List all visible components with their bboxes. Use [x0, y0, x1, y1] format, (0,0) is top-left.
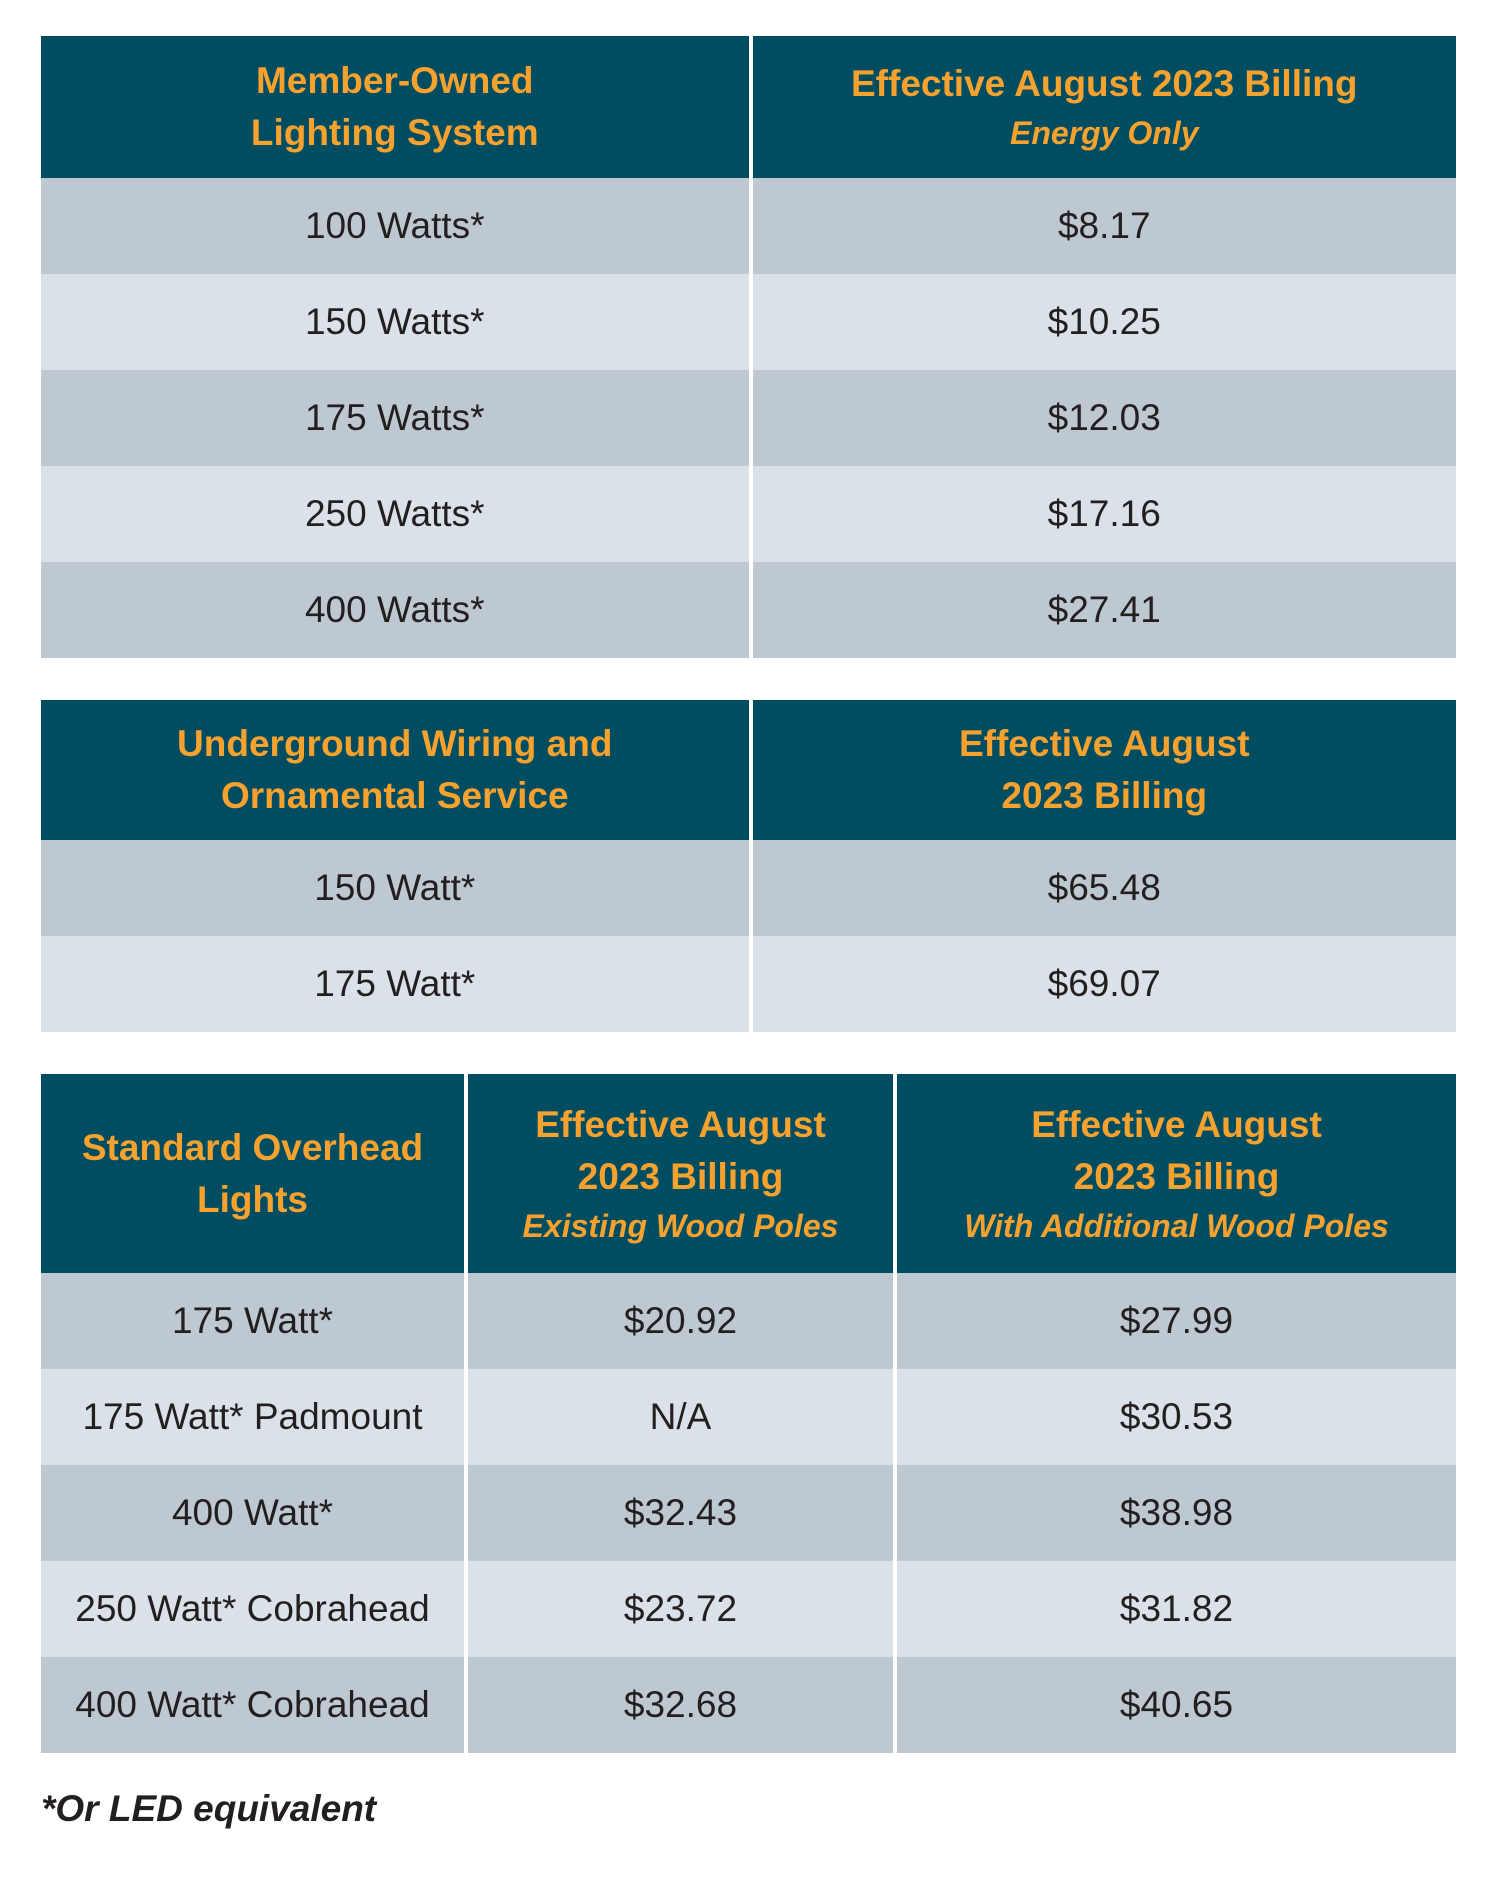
table-row: 175 Watt* $69.07: [41, 936, 1456, 1032]
cell: 150 Watts*: [41, 274, 749, 370]
cell: $27.41: [748, 562, 1456, 658]
table-row: 400 Watt* Cobrahead $32.68 $40.65: [41, 1657, 1456, 1753]
cell: 400 Watt*: [41, 1465, 464, 1561]
cell: $69.07: [748, 936, 1456, 1032]
header-line: Effective August: [1031, 1103, 1322, 1145]
cell: $30.53: [893, 1369, 1456, 1465]
table-row: 100 Watts* $8.17: [41, 178, 1456, 274]
header-subtitle: Existing Wood Poles: [522, 1207, 839, 1244]
header-line: 2023 Billing: [1001, 775, 1208, 816]
cell: $31.82: [893, 1561, 1456, 1657]
header-billing: Effective August 2023 Billing: [748, 700, 1456, 840]
cell: $40.65: [893, 1657, 1456, 1753]
cell: N/A: [464, 1369, 893, 1465]
cell: $38.98: [893, 1465, 1456, 1561]
cell: 175 Watt* Padmount: [41, 1369, 464, 1465]
footnote: *Or LED equivalent: [41, 1788, 377, 1829]
cell: $65.48: [748, 840, 1456, 936]
cell: 100 Watts*: [41, 178, 749, 274]
header-line: Underground Wiring and: [177, 723, 613, 764]
table-row: 250 Watts* $17.16: [41, 466, 1456, 562]
table-row: 175 Watts* $12.03: [41, 370, 1456, 466]
cell: $23.72: [464, 1561, 893, 1657]
header-line: Ornamental Service: [220, 775, 569, 816]
underground-wiring-table: Underground Wiring and Ornamental Service…: [41, 700, 1456, 1032]
header-overhead-lights: Standard Overhead Lights: [41, 1074, 464, 1273]
header-line: Lights: [197, 1178, 308, 1220]
cell: $32.43: [464, 1465, 893, 1561]
header-line: 2023 Billing: [577, 1155, 784, 1197]
standard-overhead-table: Standard Overhead Lights Effective August…: [41, 1074, 1456, 1753]
cell: $12.03: [748, 370, 1456, 466]
header-line: 2023 Billing: [1073, 1155, 1280, 1197]
header-line: Lighting System: [250, 112, 539, 153]
cell: 250 Watts*: [41, 466, 749, 562]
header-existing-poles: Effective August 2023 Billing Existing Woo…: [464, 1074, 893, 1273]
cell: 175 Watts*: [41, 370, 749, 466]
table-row: 250 Watt* Cobrahead $23.72 $31.82: [41, 1561, 1456, 1657]
header-additional-poles: Effective August 2023 Billing With Additio…: [893, 1074, 1456, 1273]
header-lighting-system: Member-Owned Lighting System: [41, 36, 749, 178]
table-row: 150 Watt* $65.48: [41, 840, 1456, 936]
cell: 250 Watt* Cobrahead: [41, 1561, 464, 1657]
header-line: Effective August: [958, 723, 1250, 764]
cell: 175 Watt*: [41, 936, 749, 1032]
header-subtitle: With Additional Wood Poles: [964, 1207, 1389, 1244]
header-line: Standard Overhead: [81, 1126, 424, 1168]
cell: $17.16: [748, 466, 1456, 562]
cell: 175 Watt*: [41, 1273, 464, 1369]
cell: 150 Watt*: [41, 840, 749, 936]
table-row: 400 Watts* $27.41: [41, 562, 1456, 658]
header-line: Effective August 2023 Billing: [851, 63, 1358, 104]
cell: $8.17: [748, 178, 1456, 274]
header-billing: Effective August 2023 Billing Energy Only: [748, 36, 1456, 178]
header-subtitle: Energy Only: [1010, 115, 1199, 151]
table-row: 150 Watts* $10.25: [41, 274, 1456, 370]
header-line: Effective August: [535, 1103, 826, 1145]
cell: 400 Watt* Cobrahead: [41, 1657, 464, 1753]
cell: $32.68: [464, 1657, 893, 1753]
cell: $20.92: [464, 1273, 893, 1369]
header-underground: Underground Wiring and Ornamental Service: [41, 700, 749, 840]
cell: $10.25: [748, 274, 1456, 370]
table-row: 175 Watt* $20.92 $27.99: [41, 1273, 1456, 1369]
cell: 400 Watts*: [41, 562, 749, 658]
member-owned-lighting-table: Member-Owned Lighting System Effective Au…: [41, 36, 1456, 658]
table-row: 175 Watt* Padmount N/A $30.53: [41, 1369, 1456, 1465]
cell: $27.99: [893, 1273, 1456, 1369]
header-line: Member-Owned: [255, 60, 534, 101]
table-row: 400 Watt* $32.43 $38.98: [41, 1465, 1456, 1561]
